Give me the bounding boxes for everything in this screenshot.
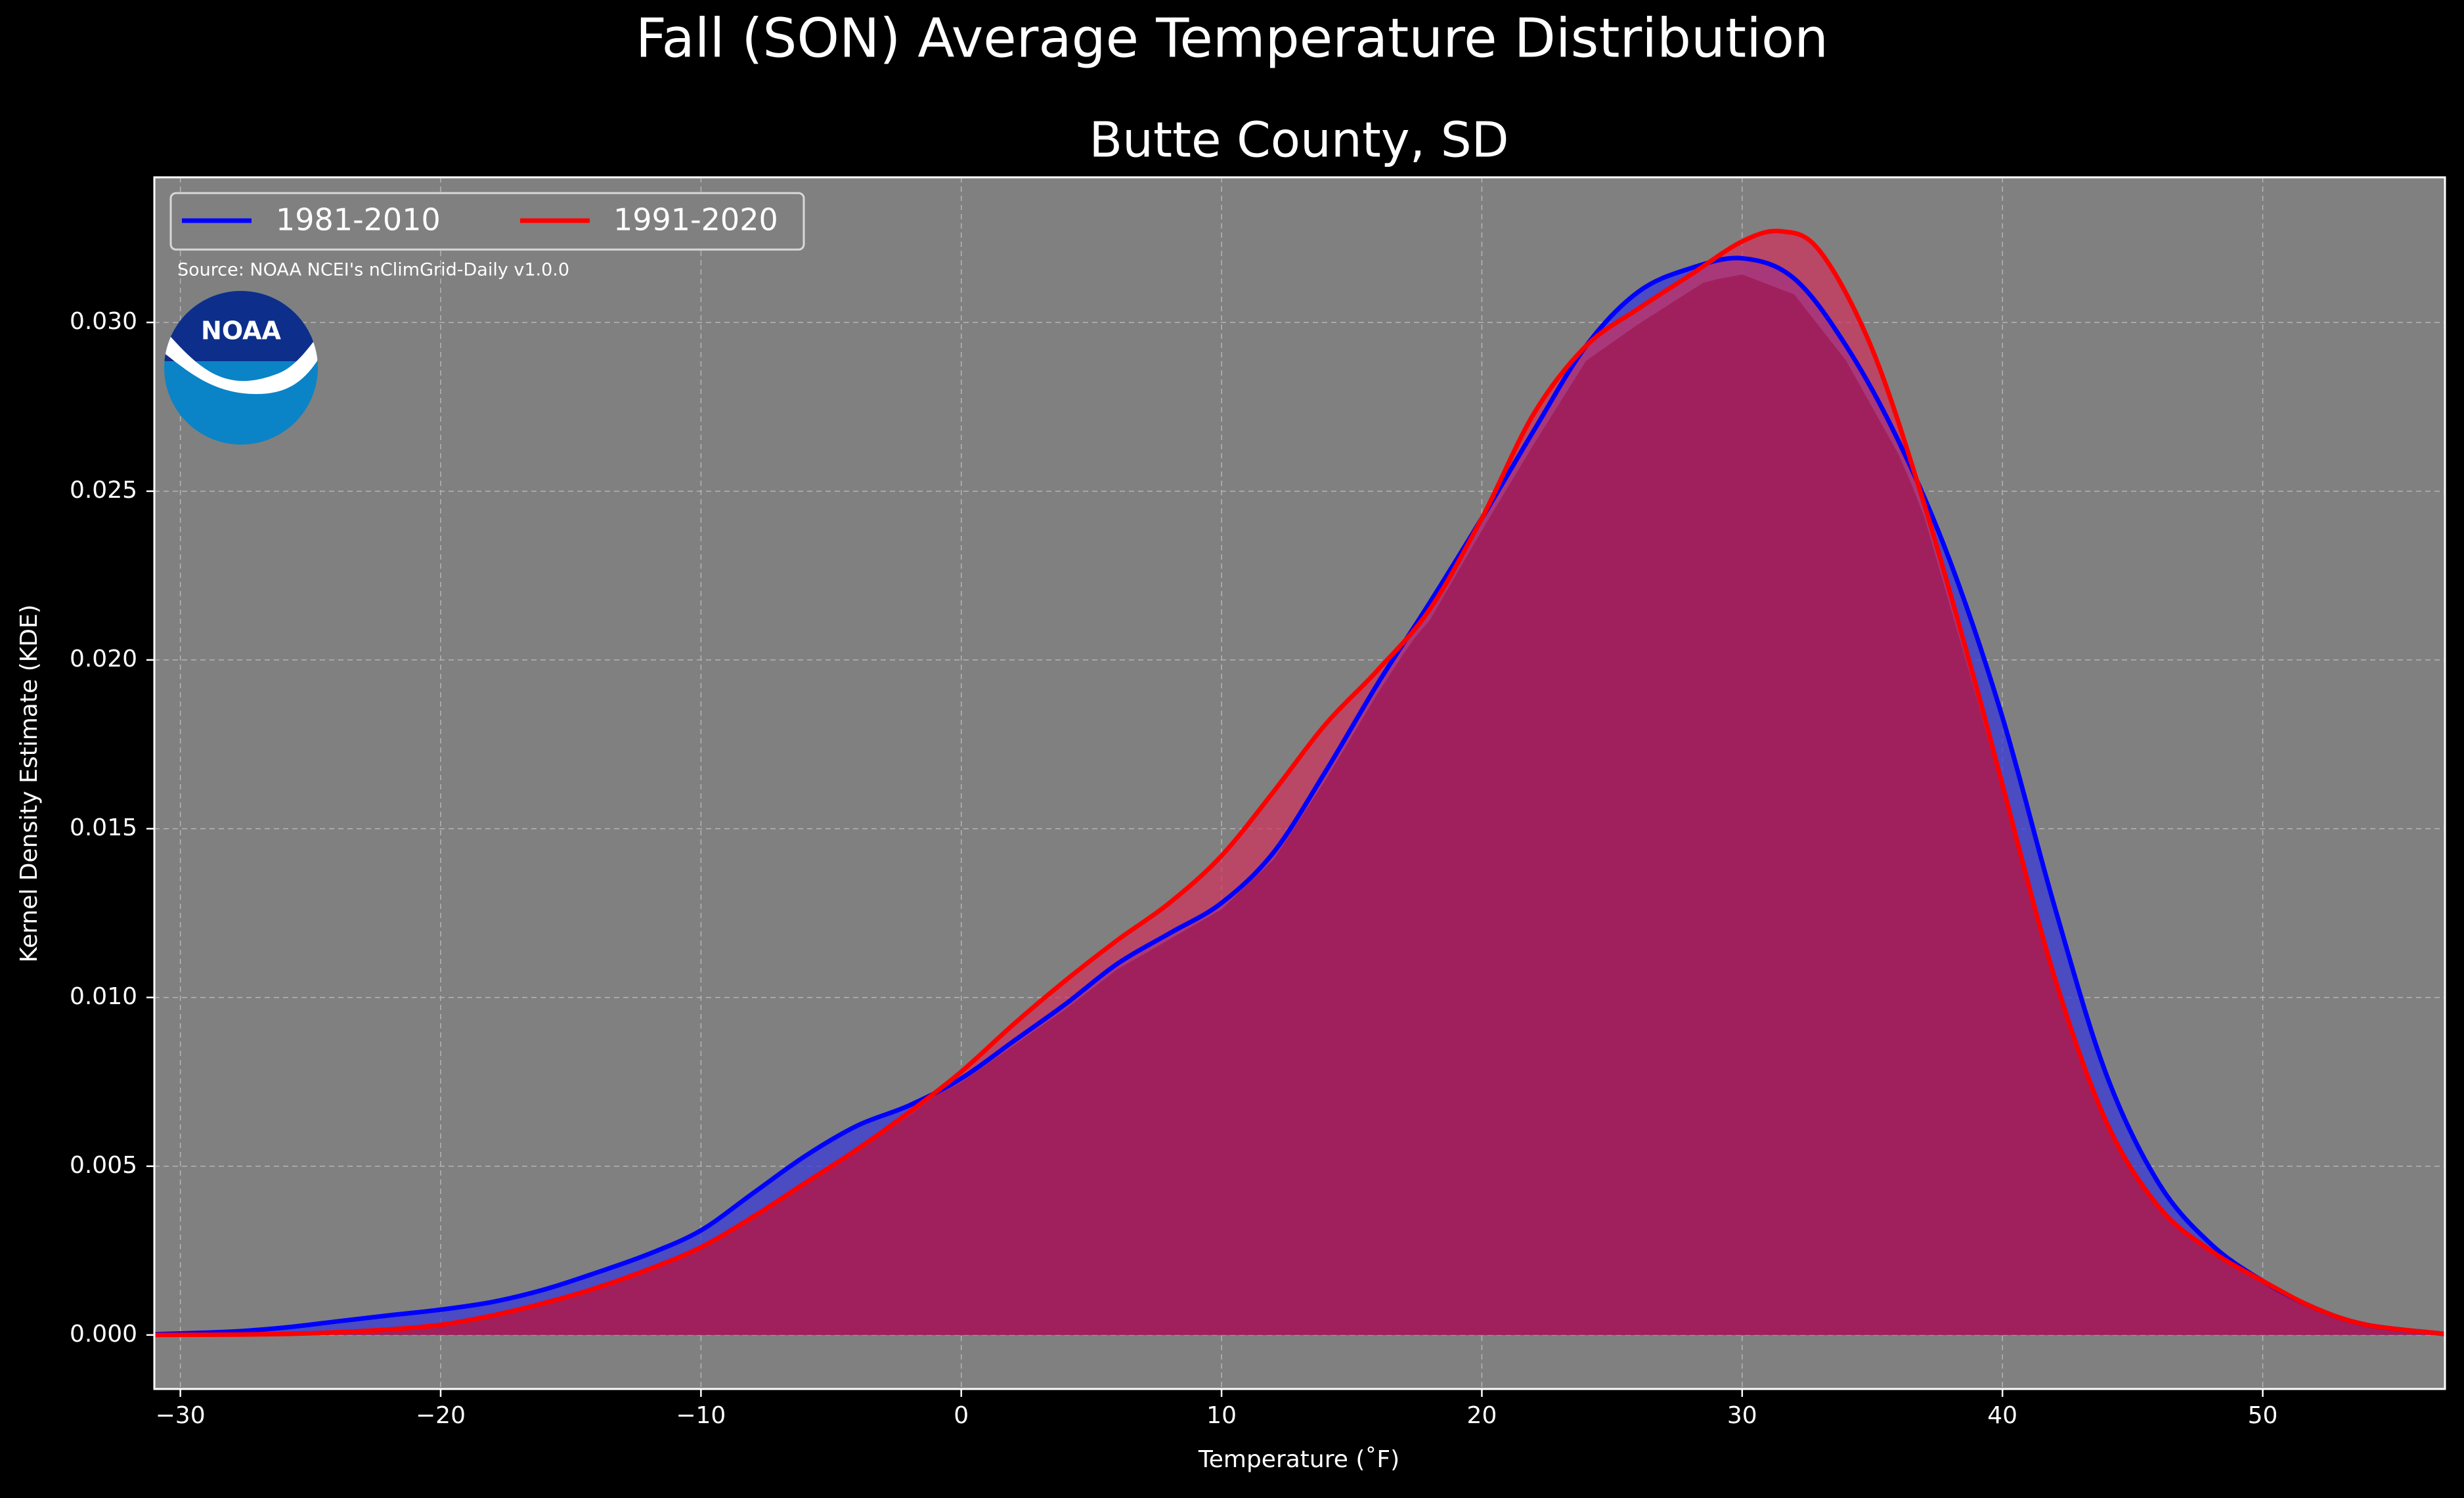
chart-title: Butte County, SD [1089, 112, 1508, 169]
x-axis-label: Temperature (˚F) [1198, 1446, 1399, 1473]
series-line-1991-2020 [154, 229, 2446, 1338]
x-tick-label: 40 [1987, 1402, 2017, 1429]
source-note: Source: NOAA NCEI's nClimGrid-Daily v1.0… [177, 260, 569, 280]
y-axis-label: Kernel Density Estimate (KDE) [16, 604, 43, 962]
plot-frame [153, 176, 2446, 1390]
chart-suptitle: Fall (SON) Average Temperature Distribut… [636, 7, 1828, 70]
y-tick-label: 0.000 [70, 1321, 137, 1348]
axis-ticks: −30 −20 −10 0 10 20 30 40 50 0.000 0.005 0.010 0.015… [70, 308, 2278, 1429]
legend: 1981-2010 1991-2020 [169, 192, 805, 251]
y-tick-label: 0.030 [70, 308, 137, 335]
x-tick-label: 20 [1467, 1402, 1497, 1429]
x-tick-label: −20 [416, 1402, 466, 1429]
x-tick-label: 50 [2248, 1402, 2278, 1429]
x-tick-label: −10 [676, 1402, 726, 1429]
series-overlap-area [154, 274, 2445, 1335]
y-tick-label: 0.010 [70, 983, 137, 1010]
x-tick-label: 0 [954, 1402, 969, 1429]
y-tick-label: 0.020 [70, 646, 137, 672]
x-tick-label: −30 [156, 1402, 206, 1429]
series-layer [154, 229, 2446, 1338]
series-line-1981-2010 [154, 255, 2446, 1337]
noaa-logo-gull-icon [164, 322, 318, 394]
y-tick-label: 0.015 [70, 814, 137, 841]
x-tick-label: 30 [1727, 1402, 1757, 1429]
x-tick-label: 10 [1206, 1402, 1237, 1429]
legend-box [169, 192, 805, 251]
y-tick-label: 0.025 [70, 477, 137, 504]
y-tick-label: 0.005 [70, 1152, 137, 1179]
legend-label-1981-2010: 1981-2010 [276, 202, 441, 238]
noaa-logo-text: NOAA [201, 317, 281, 345]
legend-label-1991-2020: 1991-2020 [613, 202, 778, 238]
